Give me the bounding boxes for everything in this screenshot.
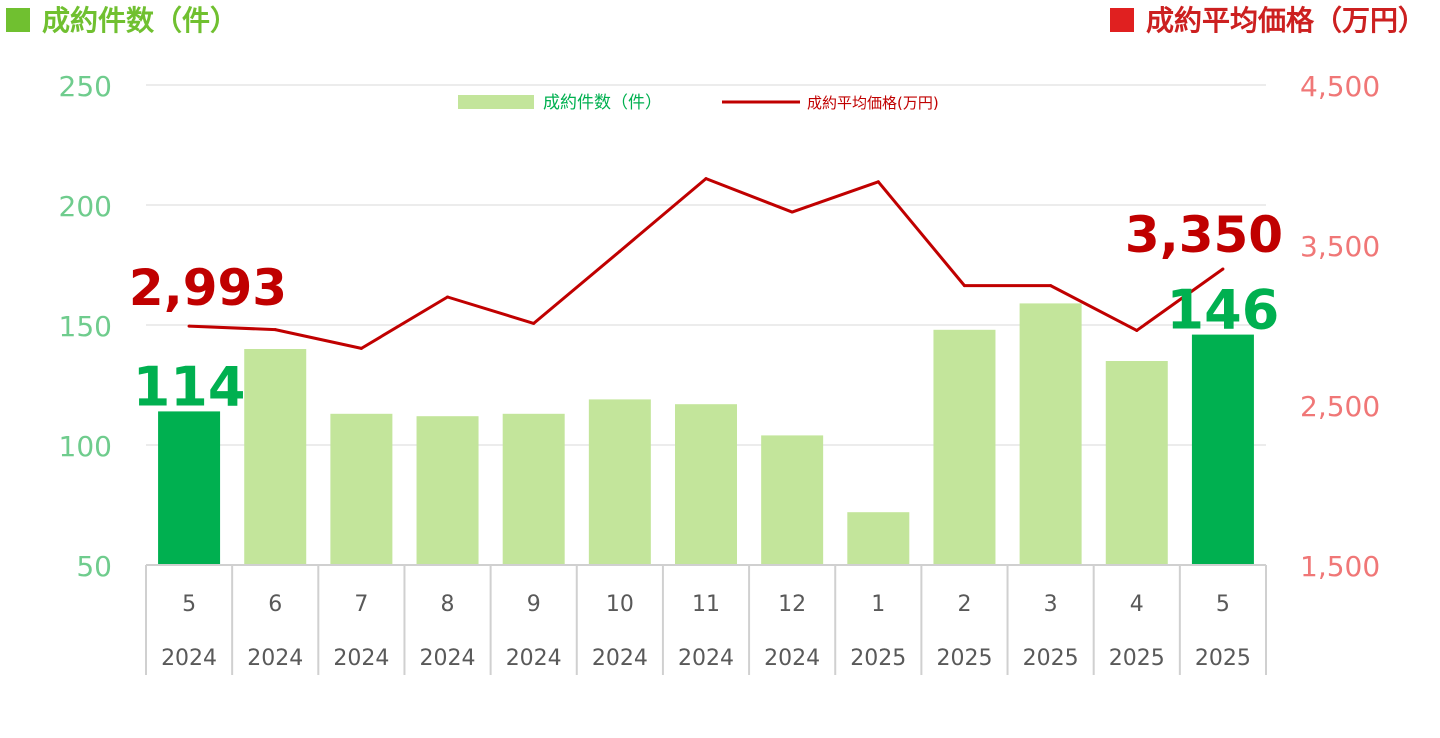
line-point xyxy=(187,324,191,328)
line-point xyxy=(532,321,536,325)
line-point xyxy=(1049,284,1053,288)
line-point xyxy=(704,177,708,181)
category-year-label: 2025 xyxy=(936,646,992,671)
right-axis-tick-label: 1,500 xyxy=(1300,550,1380,583)
line-point xyxy=(1135,328,1139,332)
category-year-label: 2024 xyxy=(420,646,476,671)
category-month-label: 8 xyxy=(441,592,455,617)
bar xyxy=(1019,303,1082,565)
bar xyxy=(933,329,996,565)
bar xyxy=(1191,334,1254,565)
left-axis-tick-label: 100 xyxy=(59,430,112,463)
category-month-label: 9 xyxy=(527,592,541,617)
bar xyxy=(588,399,651,565)
line-point xyxy=(962,284,966,288)
category-year-label: 2024 xyxy=(506,646,562,671)
category-year-label: 2024 xyxy=(161,646,217,671)
left-axis-title: 成約件数（件） xyxy=(42,4,238,37)
category-year-label: 2025 xyxy=(1109,646,1165,671)
gridlines xyxy=(146,84,1266,446)
category-month-label: 2 xyxy=(957,592,971,617)
right-axis-ticks: 1,500 2,500 3,500 4,500 xyxy=(1300,70,1380,583)
bar xyxy=(502,413,565,565)
category-month-label: 3 xyxy=(1044,592,1058,617)
left-title-square-icon xyxy=(6,8,30,32)
line-point xyxy=(790,210,794,214)
right-axis-tick-label: 3,500 xyxy=(1300,230,1380,263)
bar xyxy=(1105,361,1168,565)
legend-line-label: 成約平均価格(万円) xyxy=(807,94,939,112)
category-month-label: 7 xyxy=(354,592,368,617)
line-point xyxy=(446,295,450,299)
category-year-label: 2024 xyxy=(247,646,303,671)
category-year-label: 2025 xyxy=(1195,646,1251,671)
line-point xyxy=(618,249,622,253)
line-point xyxy=(1221,267,1225,271)
legend-bar-label: 成約件数（件） xyxy=(543,93,662,113)
left-axis-tick-label: 250 xyxy=(59,70,112,103)
category-year-label: 2024 xyxy=(678,646,734,671)
category-year-label: 2025 xyxy=(850,646,906,671)
bar xyxy=(244,349,307,565)
category-year-label: 2024 xyxy=(592,646,648,671)
right-axis-tick-label: 2,500 xyxy=(1300,390,1380,423)
category-month-label: 10 xyxy=(606,592,634,617)
left-axis-ticks: 50 100 150 200 250 xyxy=(59,70,112,583)
line-value-label-last: 3,350 xyxy=(1125,206,1283,264)
bar xyxy=(675,404,737,565)
data-labels: 114 146 2,993 3,350 xyxy=(129,206,1283,418)
category-month-label: 6 xyxy=(268,592,282,617)
category-table: 5202462024720248202492024102024112024122… xyxy=(145,564,1267,675)
category-month-label: 5 xyxy=(182,592,196,617)
category-year-label: 2024 xyxy=(333,646,389,671)
category-year-label: 2025 xyxy=(1023,646,1079,671)
line-value-label-first: 2,993 xyxy=(129,259,287,317)
left-axis-tick-label: 200 xyxy=(59,190,112,223)
left-axis-tick-label: 150 xyxy=(59,310,112,343)
bar-value-label-first: 114 xyxy=(133,355,246,418)
bar-series xyxy=(158,303,1254,565)
line-point xyxy=(359,346,363,350)
right-axis-tick-label: 4,500 xyxy=(1300,70,1380,103)
bar xyxy=(761,435,824,565)
category-month-label: 5 xyxy=(1216,592,1230,617)
left-axis-tick-label: 50 xyxy=(76,550,112,583)
category-year-label: 2024 xyxy=(764,646,820,671)
line-point xyxy=(273,328,277,332)
category-month-label: 1 xyxy=(871,592,885,617)
category-month-label: 12 xyxy=(778,592,806,617)
bar-value-label-last: 146 xyxy=(1167,279,1280,342)
legend-bar-swatch xyxy=(458,95,534,109)
right-title-square-icon xyxy=(1110,8,1134,32)
bar xyxy=(158,411,221,565)
line-point xyxy=(876,180,880,184)
category-month-label: 4 xyxy=(1130,592,1144,617)
line-series xyxy=(187,177,1225,350)
category-month-label: 11 xyxy=(692,592,720,617)
bar xyxy=(847,512,910,565)
right-axis-title: 成約平均価格（万円） xyxy=(1146,4,1426,37)
bar xyxy=(416,416,479,565)
bar xyxy=(330,413,393,565)
